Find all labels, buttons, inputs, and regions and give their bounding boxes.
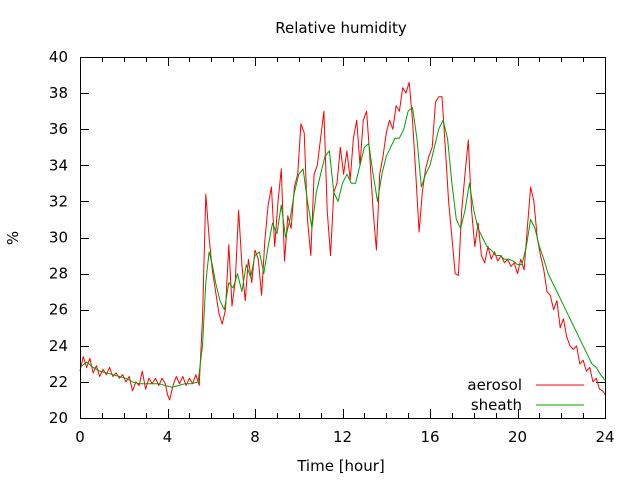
axis-ticks: 0 4 8 12 16 20 24 20 22 24 26 28 30 32 34 36 38 40 [49,48,615,446]
y-tick-label: 38 [49,84,68,102]
y-tick-label: 22 [49,373,68,391]
x-tick-label: 4 [163,428,173,446]
y-tick-label: 28 [49,265,68,283]
x-tick-label: 12 [333,428,352,446]
legend-label-aerosol: aerosol [467,376,522,394]
plot-series [79,81,606,401]
y-tick-label: 30 [49,229,68,247]
y-tick-label: 32 [49,192,68,210]
y-axis-label: % [4,231,22,245]
chart-title: Relative humidity [275,19,407,37]
x-tick-label: 0 [75,428,85,446]
y-tick-label: 40 [49,48,68,66]
legend: aerosol sheath [467,376,584,414]
x-axis-label: Time [hour] [296,457,385,475]
plot-frame [80,57,606,419]
x-tick-label: 8 [250,428,260,446]
y-tick-label: 36 [49,120,68,138]
y-tick-label: 34 [49,156,68,174]
legend-label-sheath: sheath [471,396,522,414]
series-line-sheath [79,107,606,388]
y-tick-label: 20 [49,409,68,427]
x-tick-label: 24 [595,428,614,446]
series-line-aerosol [79,81,606,401]
y-tick-label: 26 [49,301,68,319]
x-tick-label: 20 [508,428,527,446]
y-tick-label: 24 [49,337,68,355]
x-tick-label: 16 [420,428,439,446]
